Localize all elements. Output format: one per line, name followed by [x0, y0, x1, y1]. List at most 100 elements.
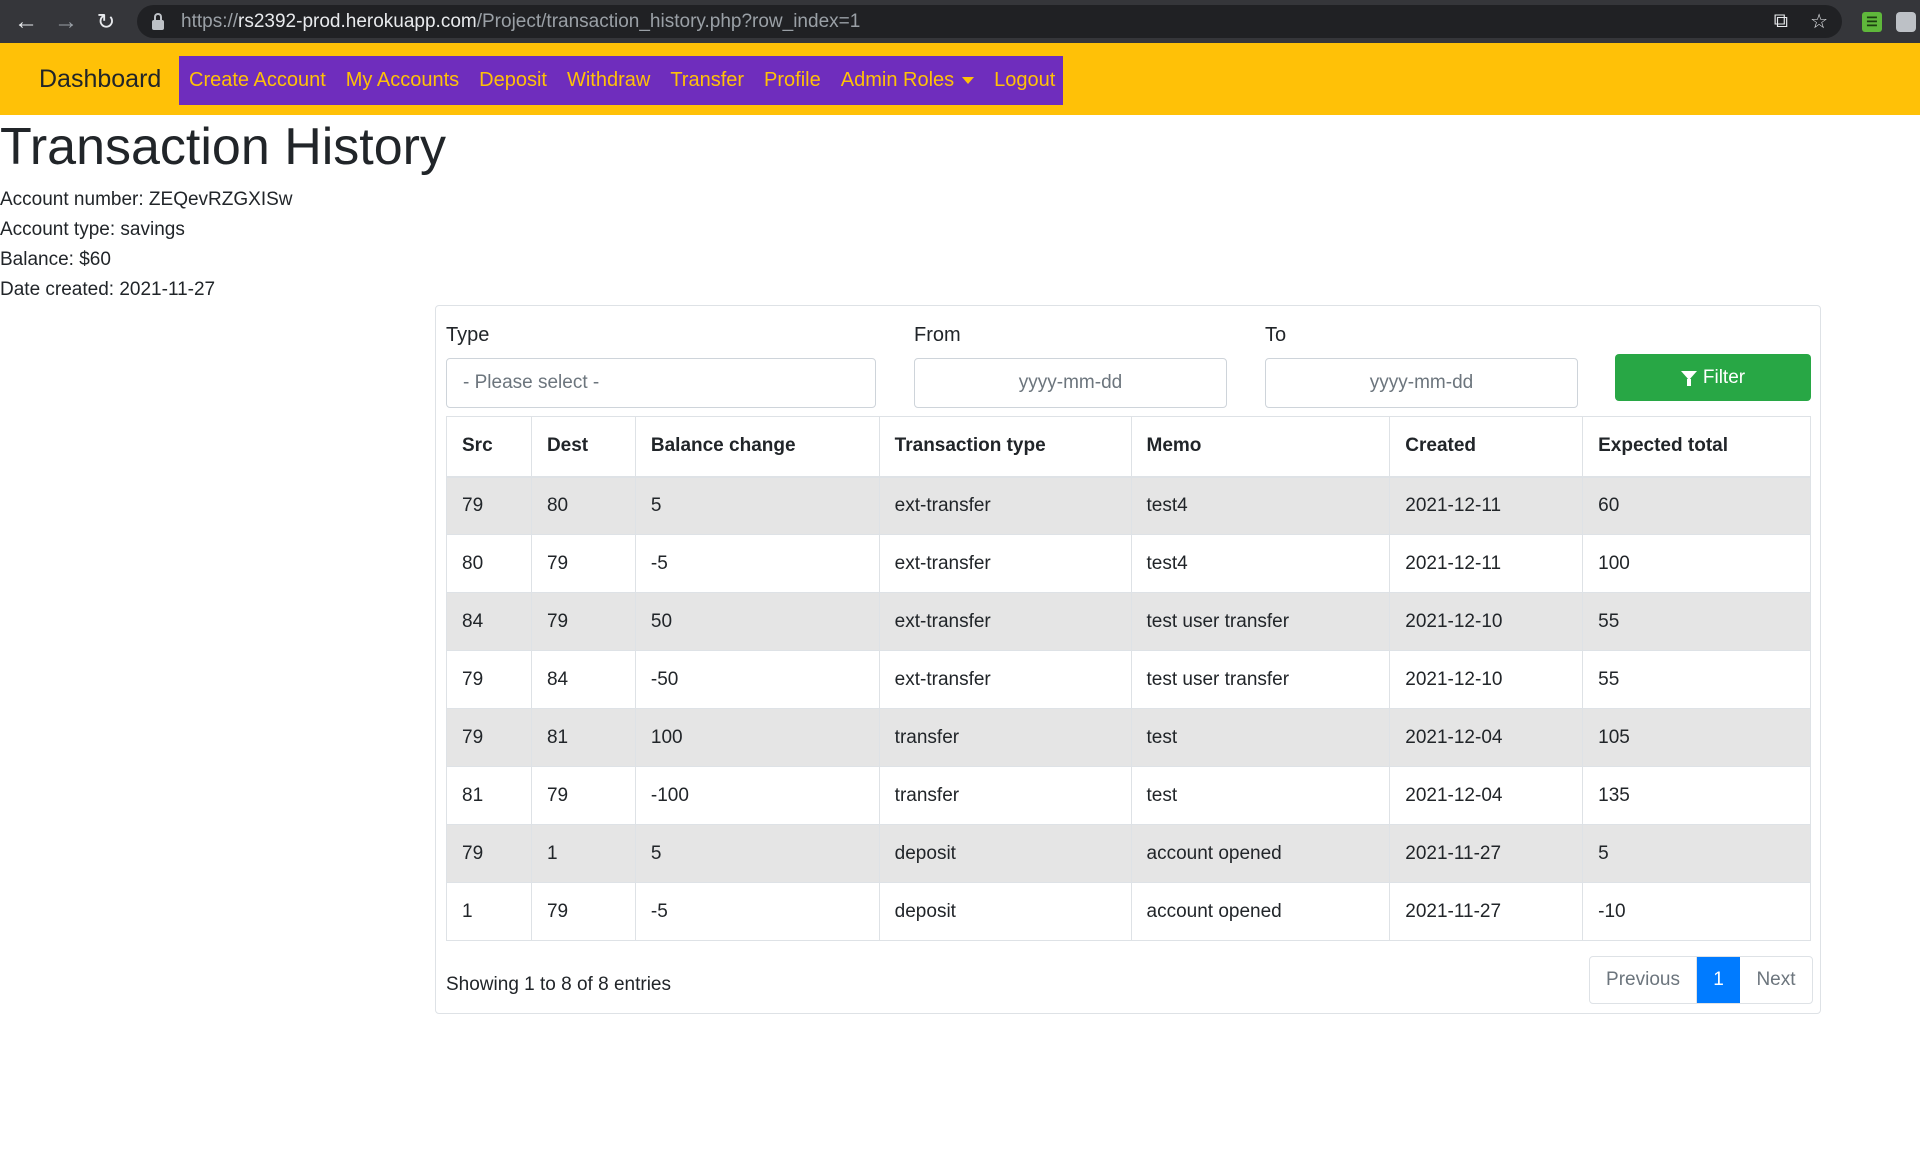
nav-deposit[interactable]: Deposit — [479, 69, 547, 91]
account-balance: Balance: $60 — [0, 249, 111, 270]
cell-balance-change: 50 — [634, 592, 880, 651]
header-created[interactable]: Created — [1389, 416, 1584, 478]
table-row: 79 84 -50 ext-transfer test user transfer 202… — [446, 650, 1811, 709]
cell-transaction-type: deposit — [878, 882, 1132, 941]
cell-created: 2021-12-11 — [1389, 534, 1584, 593]
cell-expected-total: 135 — [1582, 766, 1811, 825]
cell-transaction-type: ext-transfer — [878, 476, 1132, 535]
showing-entries: Showing 1 to 8 of 8 entries — [446, 974, 671, 995]
cell-memo: account opened — [1130, 882, 1391, 941]
cell-memo: test user transfer — [1130, 592, 1391, 651]
cell-src: 84 — [446, 592, 532, 651]
cell-dest: 1 — [530, 824, 636, 883]
navbar: Dashboard Create Account My Accounts Dep… — [0, 43, 1920, 115]
account-number: Account number: ZEQevRZGXISw — [0, 189, 293, 210]
header-dest[interactable]: Dest — [530, 416, 636, 478]
cell-src: 80 — [446, 534, 532, 593]
cell-src: 1 — [446, 882, 532, 941]
share-icon[interactable]: ⧉ — [1773, 10, 1789, 32]
table-header-row: Src Dest Balance change Transaction type… — [446, 416, 1811, 478]
account-date-created: Date created: 2021-11-27 — [0, 279, 216, 300]
nav-create-account[interactable]: Create Account — [189, 69, 326, 91]
cell-created: 2021-12-04 — [1389, 766, 1584, 825]
cell-created: 2021-11-27 — [1389, 824, 1584, 883]
reload-icon[interactable]: ↻ — [96, 8, 116, 34]
nav-transfer[interactable]: Transfer — [670, 69, 745, 91]
dashboard-brand-link[interactable]: Dashboard — [39, 65, 162, 93]
cell-transaction-type: ext-transfer — [878, 592, 1132, 651]
back-arrow-icon[interactable]: ← — [14, 7, 38, 35]
cell-memo: test — [1130, 708, 1391, 767]
cell-expected-total: 60 — [1582, 476, 1811, 535]
cell-transaction-type: ext-transfer — [878, 650, 1132, 709]
cell-expected-total: 105 — [1582, 708, 1811, 767]
browser-toolbar: ← → ↻ https://rs2392-prod.herokuapp.com/… — [0, 0, 1920, 43]
cell-created: 2021-12-10 — [1389, 650, 1584, 709]
cell-dest: 79 — [530, 534, 636, 593]
nav-withdraw[interactable]: Withdraw — [566, 69, 651, 91]
table-row: 1 79 -5 deposit account opened 2021-11-27 -10 — [446, 882, 1811, 941]
lock-icon — [151, 12, 165, 31]
type-select[interactable]: - Please select - — [446, 358, 876, 408]
next-page-button[interactable]: Next — [1756, 969, 1796, 990]
nav-profile[interactable]: Profile — [764, 69, 821, 91]
from-label: From — [914, 324, 961, 346]
table-row: 81 79 -100 transfer test 2021-12-04 135 — [446, 766, 1811, 825]
cell-memo: test — [1130, 766, 1391, 825]
address-bar[interactable]: https://rs2392-prod.herokuapp.com/Projec… — [137, 5, 1842, 38]
cell-memo: test user transfer — [1130, 650, 1391, 709]
to-label: To — [1265, 324, 1287, 346]
to-date-input[interactable]: yyyy-mm-dd — [1265, 358, 1578, 408]
cell-created: 2021-11-27 — [1389, 882, 1584, 941]
url-text[interactable]: https://rs2392-prod.herokuapp.com/Projec… — [181, 10, 861, 32]
cell-memo: test4 — [1130, 534, 1391, 593]
table-row: 79 1 5 deposit account opened 2021-11-27 5 — [446, 824, 1811, 883]
cell-created: 2021-12-10 — [1389, 592, 1584, 651]
star-icon[interactable]: ☆ — [1810, 11, 1828, 33]
forward-arrow-icon[interactable]: → — [54, 7, 78, 35]
nav-logout[interactable]: Logout — [994, 69, 1056, 91]
cell-src: 79 — [446, 708, 532, 767]
nav-my-accounts[interactable]: My Accounts — [345, 69, 460, 91]
nav-admin-roles-label: Admin Roles — [840, 69, 955, 91]
to-date-placeholder: yyyy-mm-dd — [1369, 372, 1474, 393]
cell-dest: 81 — [530, 708, 636, 767]
pagination: Previous 1 Next — [1589, 956, 1813, 1004]
cell-dest: 79 — [530, 766, 636, 825]
previous-page-button[interactable]: Previous — [1590, 957, 1697, 1003]
cell-expected-total: -10 — [1582, 882, 1811, 941]
header-expected-total[interactable]: Expected total — [1582, 416, 1811, 478]
extension-icon[interactable]: ☰ — [1862, 11, 1882, 32]
header-memo[interactable]: Memo — [1130, 416, 1391, 478]
header-src[interactable]: Src — [446, 416, 532, 478]
type-label: Type — [446, 324, 490, 346]
cell-balance-change: -5 — [634, 882, 880, 941]
profile-extension-icon[interactable] — [1896, 11, 1916, 32]
cell-src: 79 — [446, 824, 532, 883]
page-1-button[interactable]: 1 — [1697, 957, 1740, 1003]
cell-memo: account opened — [1130, 824, 1391, 883]
caret-down-icon — [962, 77, 975, 85]
header-balance-change[interactable]: Balance change — [634, 416, 880, 478]
cell-transaction-type: transfer — [878, 766, 1132, 825]
type-select-value: - Please select - — [463, 372, 600, 393]
cell-transaction-type: ext-transfer — [878, 534, 1132, 593]
cell-expected-total: 55 — [1582, 592, 1811, 651]
cell-created: 2021-12-11 — [1389, 476, 1584, 535]
cell-created: 2021-12-04 — [1389, 708, 1584, 767]
cell-balance-change: -5 — [634, 534, 880, 593]
header-transaction-type[interactable]: Transaction type — [878, 416, 1132, 478]
cell-balance-change: -50 — [634, 650, 880, 709]
cell-expected-total: 100 — [1582, 534, 1811, 593]
table-row: 80 79 -5 ext-transfer test4 2021-12-11 100 — [446, 534, 1811, 593]
cell-dest: 79 — [530, 882, 636, 941]
filter-button[interactable]: Filter — [1615, 354, 1811, 401]
nav-admin-roles-dropdown[interactable]: Admin Roles — [840, 69, 975, 92]
cell-balance-change: 5 — [634, 476, 880, 535]
cell-dest: 84 — [530, 650, 636, 709]
cell-src: 81 — [446, 766, 532, 825]
cell-memo: test4 — [1130, 476, 1391, 535]
from-date-placeholder: yyyy-mm-dd — [1018, 372, 1123, 393]
from-date-input[interactable]: yyyy-mm-dd — [914, 358, 1227, 408]
cell-balance-change: 5 — [634, 824, 880, 883]
